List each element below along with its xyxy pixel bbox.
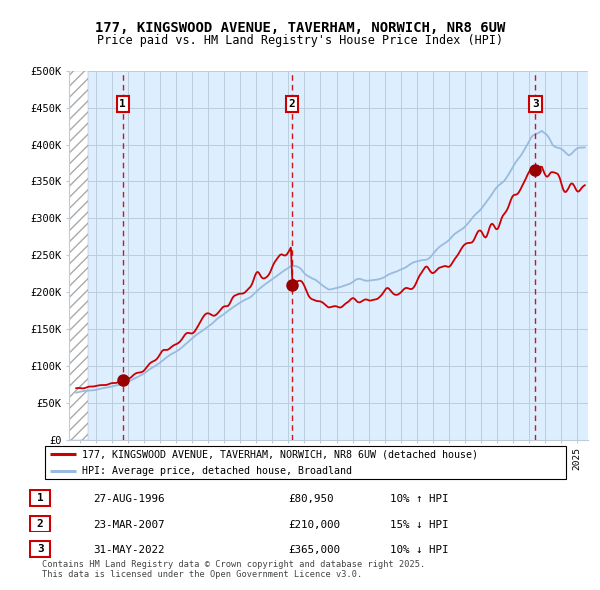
Text: 177, KINGSWOOD AVENUE, TAVERHAM, NORWICH, NR8 6UW: 177, KINGSWOOD AVENUE, TAVERHAM, NORWICH… [95, 21, 505, 35]
Text: 27-AUG-1996: 27-AUG-1996 [93, 494, 164, 504]
Text: £210,000: £210,000 [288, 520, 340, 530]
Text: 31-MAY-2022: 31-MAY-2022 [93, 545, 164, 555]
FancyBboxPatch shape [30, 541, 50, 557]
Text: Contains HM Land Registry data © Crown copyright and database right 2025.
This d: Contains HM Land Registry data © Crown c… [42, 560, 425, 579]
Text: £80,950: £80,950 [288, 494, 334, 504]
Text: 177, KINGSWOOD AVENUE, TAVERHAM, NORWICH, NR8 6UW (detached house): 177, KINGSWOOD AVENUE, TAVERHAM, NORWICH… [82, 449, 478, 459]
Text: 1: 1 [37, 493, 44, 503]
Text: 2: 2 [37, 519, 44, 529]
Text: 3: 3 [532, 99, 539, 109]
Text: 1: 1 [119, 99, 126, 109]
Text: Price paid vs. HM Land Registry's House Price Index (HPI): Price paid vs. HM Land Registry's House … [97, 34, 503, 47]
Text: 3: 3 [37, 544, 44, 554]
FancyBboxPatch shape [30, 516, 50, 532]
Text: 2: 2 [289, 99, 295, 109]
Text: HPI: Average price, detached house, Broadland: HPI: Average price, detached house, Broa… [82, 466, 352, 476]
Text: 10% ↑ HPI: 10% ↑ HPI [390, 494, 449, 504]
Text: 23-MAR-2007: 23-MAR-2007 [93, 520, 164, 530]
Text: 10% ↓ HPI: 10% ↓ HPI [390, 545, 449, 555]
FancyBboxPatch shape [44, 445, 566, 480]
FancyBboxPatch shape [30, 490, 50, 506]
Text: 15% ↓ HPI: 15% ↓ HPI [390, 520, 449, 530]
Text: £365,000: £365,000 [288, 545, 340, 555]
